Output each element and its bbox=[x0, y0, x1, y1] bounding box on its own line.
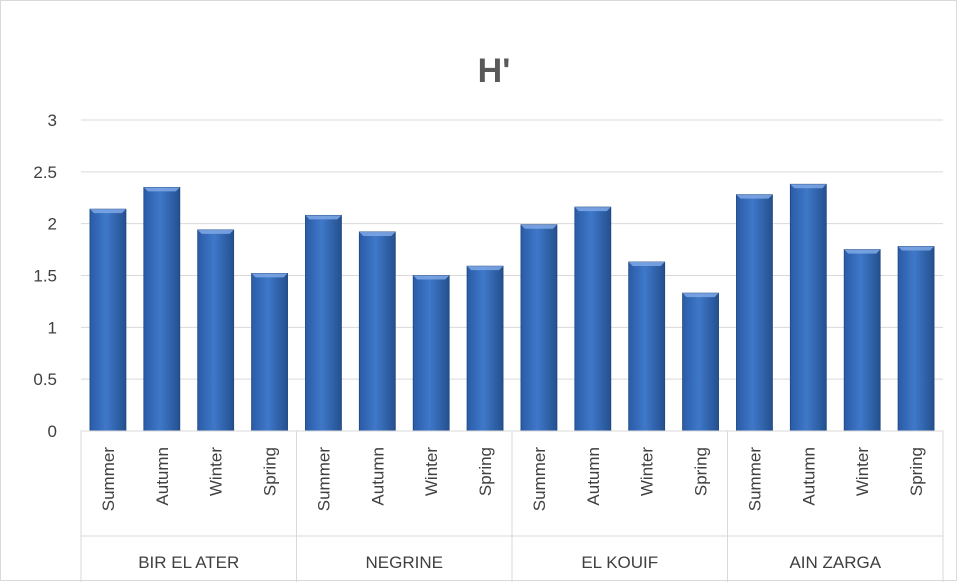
y-tick-label: 3 bbox=[48, 111, 57, 130]
bar-bevel bbox=[467, 266, 504, 271]
bar-bevel bbox=[628, 262, 665, 267]
season-label: Winter bbox=[638, 447, 657, 496]
chart-title: H' bbox=[478, 52, 511, 90]
bar-bevel bbox=[682, 293, 719, 298]
bar-ain-zarga-autumn bbox=[789, 183, 827, 432]
bar-negrine-spring bbox=[466, 265, 504, 432]
bar-el-kouif-spring bbox=[682, 292, 719, 432]
bar-el-kouif-summer bbox=[520, 224, 558, 432]
bar-bevel bbox=[359, 231, 396, 236]
axis-layer: 0 0.5 1 1.5 2 2.5 3 Summer Autumn Winter Spring BIR… bbox=[33, 111, 944, 582]
y-tick-label: 0.5 bbox=[33, 370, 57, 389]
season-label: Autumn bbox=[368, 447, 387, 506]
y-tick-label: 1 bbox=[48, 318, 57, 337]
bar-el-kouif-autumn bbox=[574, 206, 612, 432]
y-tick-label: 2 bbox=[48, 215, 57, 234]
bar-bevel bbox=[143, 187, 180, 192]
bar-negrine-autumn bbox=[358, 231, 396, 432]
bar-bevel bbox=[790, 184, 827, 189]
season-label: Summer bbox=[530, 447, 549, 512]
bar-ain-zarga-summer bbox=[736, 194, 773, 432]
season-label: Spring bbox=[907, 447, 926, 496]
bar-el-kouif-winter bbox=[628, 261, 666, 432]
season-label: Summer bbox=[99, 447, 118, 512]
y-tick-label: 1.5 bbox=[33, 267, 57, 286]
season-label: Autumn bbox=[584, 447, 603, 506]
bar-bevel bbox=[413, 275, 450, 280]
bar-negrine-winter bbox=[412, 275, 450, 432]
season-label: Spring bbox=[476, 447, 495, 496]
season-label: Autumn bbox=[153, 447, 172, 506]
bar-bevel bbox=[251, 273, 288, 278]
group-label: EL KOUIF bbox=[581, 553, 658, 572]
group-label: BIR EL ATER bbox=[138, 553, 239, 572]
season-label: Winter bbox=[422, 447, 441, 496]
bar-bevel bbox=[736, 194, 773, 199]
bar-bevel bbox=[520, 224, 557, 229]
y-tick-label: 0 bbox=[48, 422, 57, 441]
season-label: Winter bbox=[207, 447, 226, 496]
bar-bevel bbox=[305, 215, 342, 220]
bar-bevel bbox=[197, 229, 234, 234]
season-label: Summer bbox=[745, 447, 764, 512]
season-label: Spring bbox=[692, 447, 711, 496]
bar-bir-el-ater-summer bbox=[89, 208, 127, 432]
season-label: Autumn bbox=[799, 447, 818, 506]
season-label: Winter bbox=[853, 447, 872, 496]
bar-layer bbox=[89, 183, 935, 432]
bar-bevel bbox=[89, 209, 126, 214]
bar-bevel bbox=[574, 207, 611, 212]
bar-bir-el-ater-winter bbox=[197, 229, 235, 432]
y-tick-label: 2.5 bbox=[33, 163, 57, 182]
season-label: Spring bbox=[261, 447, 280, 496]
bar-bir-el-ater-spring bbox=[251, 273, 288, 432]
bar-negrine-summer bbox=[305, 214, 342, 432]
group-label: AIN ZARGA bbox=[789, 553, 881, 572]
bar-bir-el-ater-autumn bbox=[143, 186, 181, 432]
bar-ain-zarga-spring bbox=[897, 246, 935, 432]
bar-bevel bbox=[898, 246, 935, 251]
bar-bevel bbox=[844, 249, 881, 254]
season-label: Summer bbox=[314, 447, 333, 512]
bar-ain-zarga-winter bbox=[843, 249, 881, 432]
group-label: NEGRINE bbox=[366, 553, 443, 572]
